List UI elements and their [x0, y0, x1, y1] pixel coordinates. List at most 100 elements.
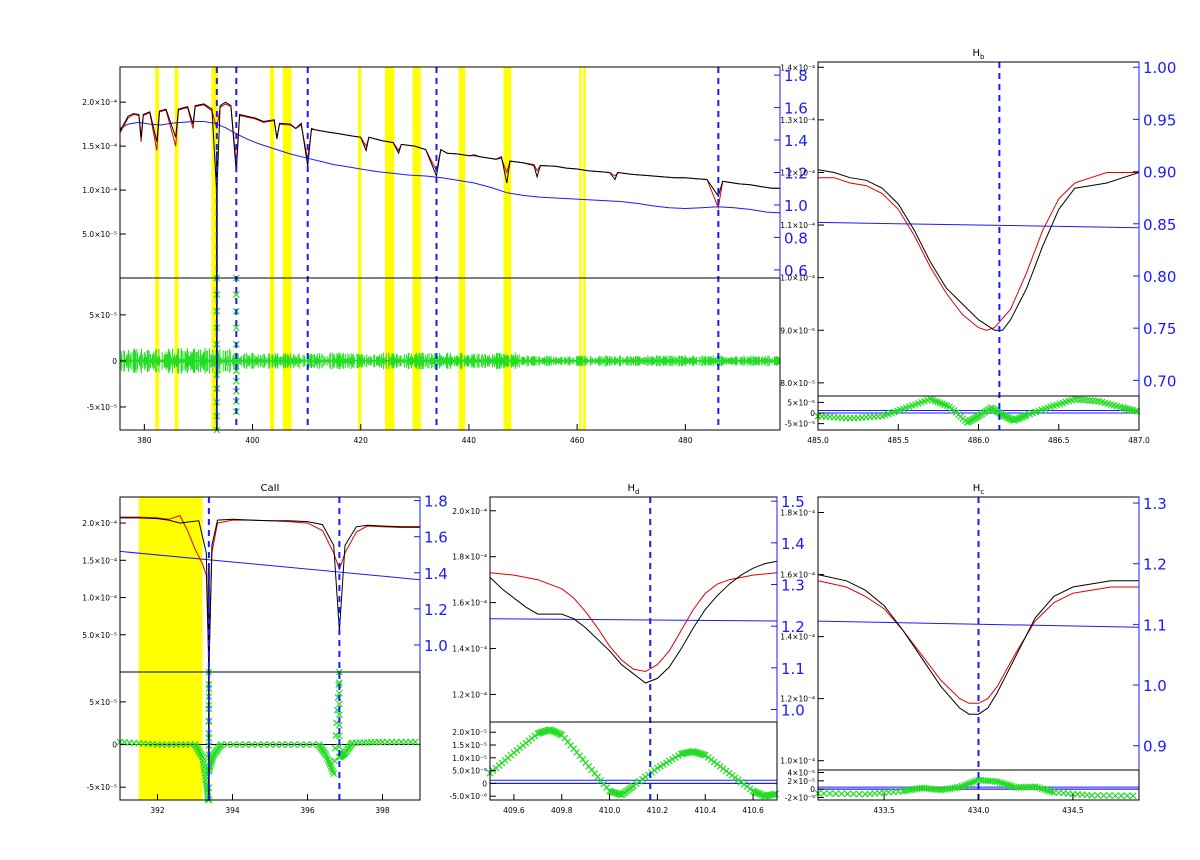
y-tick-label: 1.8×10⁻⁴ [452, 553, 487, 562]
residual-tick-label: -5.0×10⁻⁶ [450, 792, 487, 801]
residual-tick-label: -5×10⁻⁵ [785, 420, 815, 429]
panel-title: CaII [260, 483, 279, 494]
residual-point [260, 741, 268, 748]
right-tick-label: 0.8 [784, 229, 808, 247]
residual-point [330, 770, 338, 777]
residual-point [996, 778, 1004, 786]
residual-point [1041, 786, 1049, 794]
masked-band [138, 497, 203, 800]
residual-point [1131, 407, 1139, 415]
residual-point [335, 689, 343, 697]
residual-point [278, 741, 286, 748]
observed-line [489, 560, 778, 684]
panel-title-text: CaII [260, 483, 279, 494]
x-tick-label: 440 [462, 436, 477, 445]
residual-point [230, 741, 237, 748]
residual-tick-label: 5×10⁻⁵ [89, 698, 117, 707]
residual-point [335, 743, 343, 751]
y-tick-label: 2.0×10⁻⁴ [82, 519, 117, 528]
residual-point [1111, 792, 1119, 800]
right-tick-label: 0.9 [1143, 738, 1167, 756]
residual-tick-label: 5×10⁻⁵ [787, 398, 815, 407]
masked-band [385, 67, 395, 430]
observed-line [120, 517, 420, 671]
lower-frame [119, 671, 421, 801]
y-tick-label: 1.0×10⁻⁴ [82, 594, 117, 603]
y-tick-label: 1.6×10⁻⁴ [452, 599, 487, 608]
panel-hg: 433.5 434.0 434.51.0×10⁻⁴1.2×10⁻⁴1.4×10⁻⁴1… [780, 483, 1167, 815]
residual-tick-label: 0 [112, 741, 117, 750]
residual-tick-label: 2.0×10⁻⁵ [452, 728, 487, 737]
right-tick-label: 1.4 [784, 132, 808, 150]
residual-tick-label: 0 [810, 409, 815, 418]
residual-point [826, 790, 834, 797]
panel-title-subscript: c [980, 488, 984, 496]
masked-band [412, 67, 421, 430]
y-tick-label: 1.2×10⁻⁴ [780, 168, 815, 177]
residual-point [1048, 788, 1056, 796]
residual-point [254, 741, 262, 748]
residual-point [1031, 783, 1039, 791]
continuum-line [119, 550, 421, 581]
residual-point [1021, 412, 1029, 420]
y-tick-label: 5.0×10⁻⁵ [82, 230, 117, 239]
right-tick-label: 1.1 [781, 660, 805, 678]
x-tick-label: 396 [300, 806, 315, 815]
residual-point [1106, 792, 1113, 799]
right-tick-label: 0.95 [1143, 111, 1176, 129]
residual-tick-label: 5×10⁻⁵ [89, 311, 117, 320]
right-tick-label: 1.00 [1143, 59, 1176, 77]
residual-point [1125, 405, 1133, 413]
y-tick-label: 1.1×10⁻⁴ [780, 221, 815, 230]
residual-point [335, 721, 343, 729]
y-tick-label: 5.0×10⁻⁵ [82, 631, 117, 640]
residual-tick-label: 1.5×10⁻⁵ [452, 741, 487, 750]
masked-band [174, 67, 179, 430]
observed-line [817, 169, 1140, 331]
panel-title-text: H [973, 48, 981, 59]
panel-title-text: H [973, 483, 981, 494]
x-tick-label: 486.5 [1048, 436, 1070, 445]
residual-tick-label: 5.0×10⁻⁶ [452, 767, 487, 776]
residual-tick-label: -5×10⁻⁵ [87, 403, 117, 412]
y-tick-label: 1.4×10⁻⁴ [452, 645, 487, 654]
right-tick-label: 1.0 [781, 702, 805, 720]
x-tick-label: 434.5 [1062, 806, 1084, 815]
y-tick-label: 1.0×10⁻⁴ [780, 274, 815, 283]
residual-point [303, 741, 310, 748]
x-tick-label: 410.6 [742, 806, 764, 815]
x-tick-label: 460 [570, 436, 585, 445]
observed-line [119, 101, 780, 198]
x-tick-label: 433.5 [873, 806, 895, 815]
residual-point [1117, 792, 1125, 800]
masked-band [579, 67, 582, 430]
continuum-line [817, 620, 1140, 628]
residual-point [772, 790, 779, 798]
residual-point [1001, 780, 1008, 788]
residual-point [232, 367, 240, 375]
residual-point [335, 679, 343, 687]
residual-tick-label: 1.0×10⁻⁵ [452, 754, 487, 763]
residual-point [1127, 406, 1135, 414]
residual-tick-label: 0 [482, 779, 487, 788]
upper-frame [489, 496, 778, 723]
y-tick-label: 1.4×10⁻⁴ [780, 63, 815, 72]
right-tick-label: 0.75 [1143, 320, 1176, 338]
y-tick-label: 1.4×10⁻⁴ [780, 633, 815, 642]
y-tick-label: 2.0×10⁻⁴ [82, 98, 117, 107]
residual-point [208, 757, 216, 764]
residual-point [1043, 786, 1051, 794]
right-tick-label: 0.70 [1143, 372, 1176, 390]
residual-point [1008, 782, 1015, 790]
continuum-line [119, 121, 781, 214]
residual-point [209, 755, 216, 763]
residual-point [217, 741, 225, 748]
y-tick-label: 1.0×10⁻⁴ [82, 186, 117, 195]
residual-point [335, 732, 343, 740]
residual-point [232, 324, 240, 332]
x-tick-label: 420 [354, 436, 369, 445]
x-tick-label: 380 [137, 436, 152, 445]
lower-frame [489, 721, 778, 801]
right-tick-label: 1.2 [424, 601, 448, 619]
x-tick-label: 394 [225, 806, 240, 815]
